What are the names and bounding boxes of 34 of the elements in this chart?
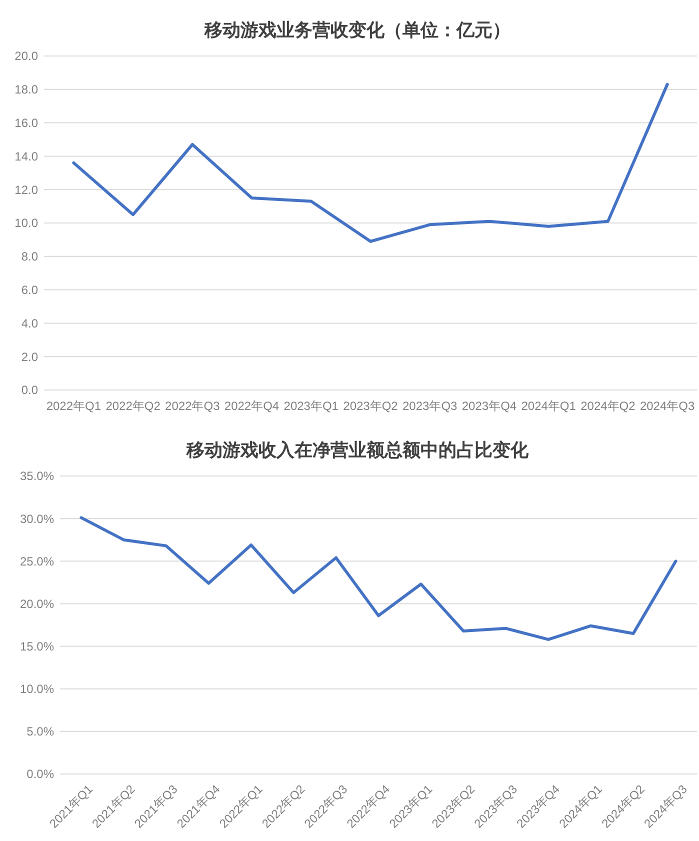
chart-title: 移动游戏业务营收变化（单位：亿元）: [204, 20, 510, 40]
y-tick-label: 25.0%: [20, 554, 54, 568]
y-tick-label: 0.0%: [26, 767, 54, 782]
x-tick-label: 2023年Q1: [284, 399, 339, 413]
y-tick-label: 15.0%: [20, 639, 54, 654]
y-tick-label: 20.0: [14, 49, 38, 64]
x-tick-label: 2022年Q2: [106, 399, 161, 413]
y-tick-label: 20.0%: [20, 596, 54, 611]
y-tick-label: 10.0%: [20, 682, 54, 696]
y-tick-label: 10.0: [14, 216, 38, 230]
y-tick-label: 35.0%: [20, 469, 54, 484]
x-tick-label: 2024年Q3: [640, 399, 695, 413]
x-tick-label: 2024年Q2: [580, 399, 636, 413]
x-tick-label: 2022年Q3: [165, 399, 220, 413]
y-tick-label: 14.0: [14, 149, 38, 164]
y-tick-label: 4.0: [21, 316, 38, 330]
line-series: [72, 82, 669, 243]
y-tick-label: 0.0: [21, 383, 38, 398]
line-series: [80, 516, 678, 641]
y-tick-label: 16.0: [14, 116, 38, 130]
x-tick-label: 2023年Q2: [343, 399, 398, 413]
x-tick-label: 2023年Q4: [462, 399, 517, 413]
x-tick-label: 2022年Q1: [46, 399, 102, 413]
y-tick-label: 5.0%: [26, 724, 54, 739]
y-tick-label: 18.0: [14, 82, 38, 97]
y-tick-label: 6.0: [21, 283, 38, 297]
y-tick-label: 12.0: [14, 182, 38, 197]
y-tick-label: 30.0%: [20, 512, 54, 526]
chart-title: 移动游戏收入在净营业额总额中的占比变化: [186, 440, 530, 460]
y-tick-label: 8.0: [21, 250, 38, 264]
x-tick-label: 2022年Q4: [224, 399, 280, 413]
x-tick-label: 2024年Q1: [521, 399, 576, 413]
y-tick-label: 2.0: [21, 350, 38, 364]
x-tick-label: 2023年Q3: [402, 399, 458, 413]
